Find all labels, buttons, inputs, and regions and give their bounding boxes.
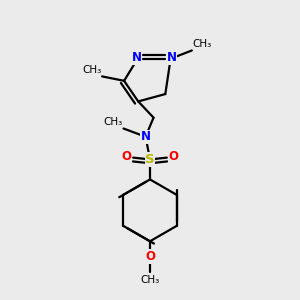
Text: O: O (168, 150, 178, 163)
Text: CH₃: CH₃ (192, 39, 212, 49)
Text: CH₃: CH₃ (140, 275, 160, 285)
Text: CH₃: CH₃ (82, 65, 101, 75)
Text: O: O (145, 250, 155, 263)
Text: N: N (131, 51, 142, 64)
Text: N: N (141, 130, 151, 143)
Text: CH₃: CH₃ (104, 117, 123, 127)
Text: O: O (122, 150, 132, 163)
Text: N: N (167, 51, 177, 64)
Text: S: S (145, 153, 155, 166)
